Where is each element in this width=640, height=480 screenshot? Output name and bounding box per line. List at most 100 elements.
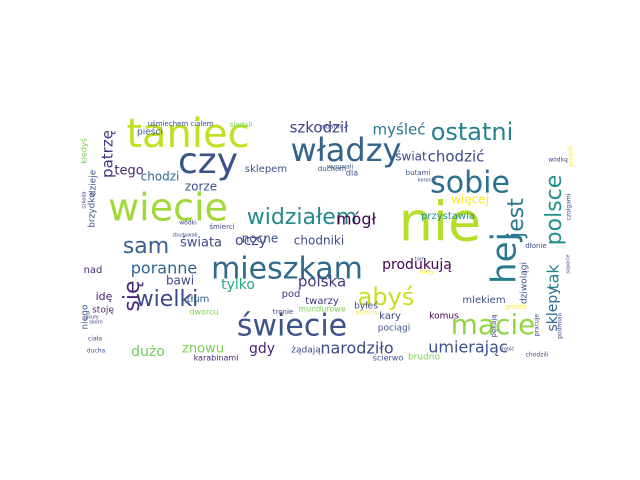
cloud-word: mundurowe [298, 305, 346, 314]
cloud-word: dzieje [89, 169, 99, 196]
cloud-word: brzydko [88, 192, 98, 228]
cloud-word: świecie [237, 309, 347, 344]
cloud-word: tam [415, 257, 425, 263]
cloud-word: pociągi [378, 324, 410, 334]
cloud-word: sobie [430, 166, 510, 201]
cloud-word: duchem [318, 165, 346, 173]
cloud-word: chodzi [141, 170, 180, 184]
cloud-word: się [120, 280, 145, 311]
cloud-word: kiedyś [79, 138, 89, 164]
cloud-word: znowu [182, 342, 224, 357]
cloud-word: sam [123, 234, 169, 259]
cloud-word: więcej [451, 193, 489, 207]
cloud-word: robić [502, 346, 515, 353]
cloud-word: szkoda [82, 191, 88, 208]
cloud-word: koronie [418, 178, 436, 184]
cloud-word: pękają [490, 314, 498, 337]
cloud-word: idę [96, 290, 113, 303]
cloud-word: zorze [185, 180, 217, 194]
cloud-word: ducha [87, 348, 106, 355]
cloud-word: poranne [131, 259, 197, 278]
cloud-word: kary [379, 311, 401, 322]
cloud-word: nazy [420, 269, 435, 276]
cloud-word: pod [282, 289, 301, 300]
cloud-word: hej [485, 232, 525, 284]
cloud-word: śmierci [209, 223, 234, 231]
cloud-word: przystawia [421, 211, 475, 222]
cloud-word: produkują [382, 257, 452, 273]
cloud-word: myśleć [373, 121, 426, 139]
cloud-word: władzy [291, 131, 402, 169]
cloud-word: gdy [249, 341, 275, 357]
cloud-word: karabinami [194, 354, 239, 363]
cloud-word: świata [180, 236, 222, 251]
cloud-word: nad [84, 265, 103, 276]
cloud-word: chodniki [294, 234, 344, 248]
cloud-word: kominy [356, 310, 378, 317]
cloud-word: tronie [273, 308, 293, 316]
cloud-word: dla [346, 169, 358, 178]
cloud-word: wyrywali [327, 164, 354, 171]
cloud-word: chodzili [526, 352, 549, 359]
cloud-word: jeździli [568, 145, 575, 167]
cloud-word: butami [406, 169, 431, 177]
cloud-word: tak [544, 264, 563, 290]
cloud-word: nocne [242, 232, 279, 246]
cloud-word: taniec [126, 111, 249, 157]
cloud-word: żądają [291, 346, 321, 356]
cloud-word: ciałem [190, 120, 213, 128]
cloud-word: komus [429, 312, 459, 322]
cloud-word: twarzy [305, 296, 339, 307]
cloud-word: polska [298, 273, 346, 291]
cloud-word: dłonie [525, 242, 546, 250]
cloud-word: abyś [358, 283, 415, 311]
cloud-word: grodzić [505, 304, 527, 311]
cloud-word: wiecie [108, 186, 228, 230]
cloud-word: uśmiechem [148, 120, 189, 128]
cloud-word: wódkę [548, 157, 568, 164]
cloud-word: narodziło [320, 339, 393, 358]
cloud-word: sklepem [245, 164, 287, 175]
cloud-word: zbudowali [172, 233, 197, 239]
cloud-word: byłeś [354, 301, 378, 312]
cloud-word: jest [504, 198, 529, 239]
cloud-word: sklepy [545, 286, 561, 331]
cloud-word: stoję [92, 306, 114, 316]
cloud-word: świat [395, 150, 427, 164]
cloud-word: pracuje [534, 313, 541, 336]
cloud-word: macie [451, 308, 536, 341]
cloud-word: szkodził [290, 119, 350, 137]
cloud-word: mlekiem [462, 295, 505, 306]
cloud-word: mieszkam [211, 252, 363, 287]
cloud-word: ostatni [431, 118, 514, 146]
cloud-word: dziwolągi [520, 262, 530, 304]
cloud-word: czy [178, 141, 238, 182]
cloud-word: siadali [230, 121, 253, 129]
cloud-word: nie [399, 191, 481, 254]
cloud-word: psuły [85, 315, 98, 321]
cloud-word: ścierwo [373, 353, 404, 363]
cloud-word: patrzę [99, 130, 117, 178]
cloud-word: wódki [179, 220, 197, 227]
cloud-word: czołgami [566, 193, 573, 220]
cloud-word: tego [114, 164, 143, 179]
cloud-word: dużo [131, 344, 165, 360]
cloud-word: bawi [166, 274, 194, 288]
cloud-word: tylko [221, 277, 255, 293]
cloud-word: oczy [235, 233, 267, 249]
cloud-word: chodzić [428, 148, 485, 166]
cloud-word: brudno [408, 353, 441, 363]
cloud-word: podmiali [557, 313, 564, 339]
cloud-word: dworcu [189, 308, 218, 317]
cloud-word: sopocie [566, 254, 572, 273]
cloud-word: mógł [336, 210, 377, 229]
cloud-word: pieści [137, 127, 163, 138]
cloud-word: niego [81, 304, 91, 329]
cloud-word: polsce [542, 175, 567, 246]
cloud-word: ciała [88, 336, 102, 343]
cloud-word: skoro [89, 320, 102, 326]
cloud-word: umierając [428, 338, 507, 357]
cloud-word: zębami [319, 124, 341, 131]
cloud-word: widziałem [247, 205, 357, 230]
